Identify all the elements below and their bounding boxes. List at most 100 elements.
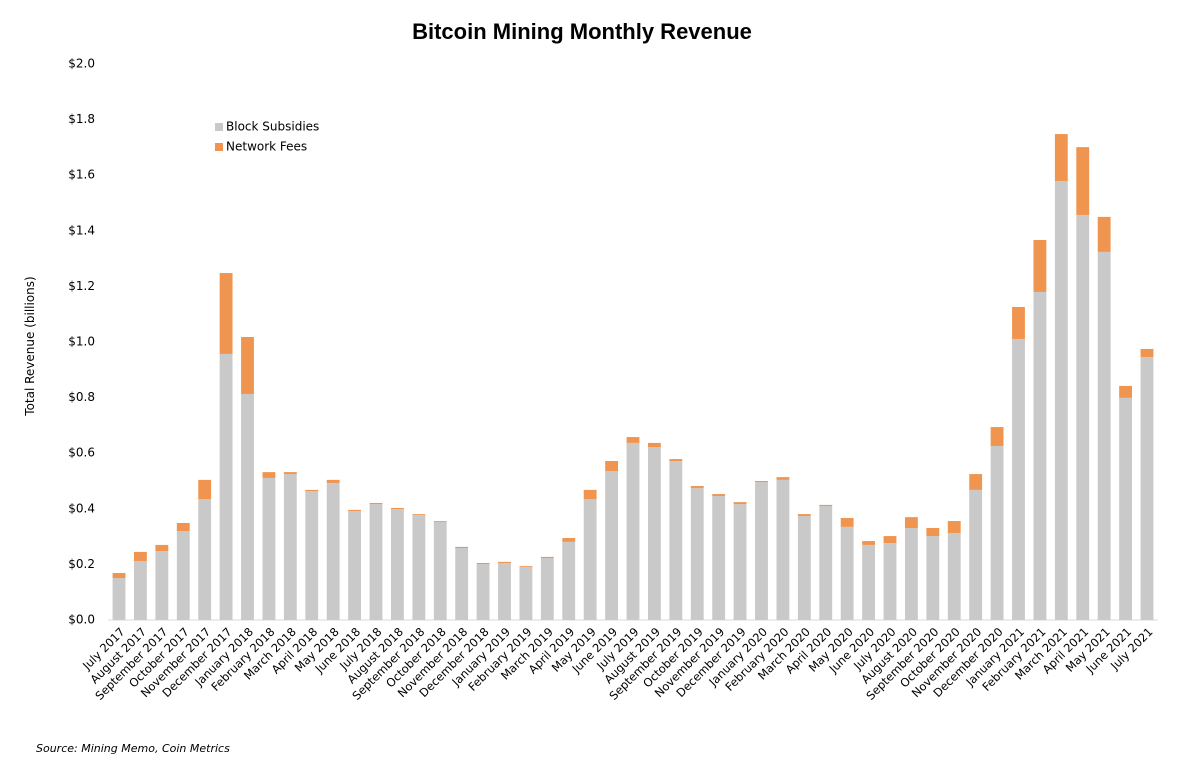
bar-segment	[1012, 338, 1025, 620]
bar-segment	[498, 561, 511, 564]
bar-segment	[605, 470, 619, 620]
bar-segment	[176, 531, 190, 620]
bar-segment	[1054, 134, 1068, 182]
bar-segment	[1076, 214, 1090, 621]
bar-segment	[1097, 251, 1111, 621]
bar-segment	[155, 551, 169, 620]
bar-segment	[1140, 348, 1154, 358]
bar-segment	[369, 502, 383, 505]
bar-segment	[1012, 306, 1025, 339]
bar-segment	[219, 353, 233, 620]
bar-segment	[712, 494, 726, 497]
bar-segment	[390, 509, 404, 620]
legend-swatch	[215, 123, 223, 131]
bar-segment	[433, 521, 447, 620]
bar-segment	[326, 482, 340, 620]
bar-segment	[540, 558, 554, 620]
bar-segment	[455, 547, 469, 620]
bar-segment	[133, 551, 147, 562]
source-note: Source: Mining Memo, Coin Metrics	[36, 742, 230, 755]
bar-segment	[626, 442, 640, 620]
bar-segment	[540, 556, 554, 559]
bar-segment	[176, 522, 190, 532]
bar-segment	[1119, 397, 1133, 620]
bar-segment	[819, 506, 833, 620]
y-tick-label: $0.8	[68, 390, 95, 404]
bar-segment	[1097, 216, 1111, 252]
bar-segment	[1119, 385, 1133, 398]
bar-segment	[690, 486, 704, 488]
bar-segment	[562, 537, 576, 542]
y-tick-label: $1.6	[68, 168, 95, 182]
bar-segment	[819, 504, 833, 507]
bar-segment	[112, 578, 126, 620]
y-tick-label: $0.4	[68, 501, 95, 515]
bar-segment	[797, 516, 811, 620]
bar-segment	[883, 536, 897, 543]
bar-segment	[112, 573, 126, 579]
bar-segment	[412, 514, 426, 515]
bar-segment	[626, 437, 640, 443]
bar-segment	[990, 427, 1004, 446]
legend-label: Network Fees	[226, 140, 307, 154]
y-tick-label: $0.6	[68, 446, 95, 460]
bar-segment	[862, 544, 876, 620]
bar-segment	[412, 514, 426, 620]
bar-segment	[455, 546, 469, 548]
bar-segment	[262, 477, 276, 620]
bar-segment	[926, 527, 940, 537]
bar-segment	[926, 536, 940, 620]
bar-segment	[669, 459, 683, 461]
y-axis-title: Total Revenue (billions)	[23, 276, 37, 416]
bar-segment	[283, 472, 297, 475]
bar-segment	[755, 481, 768, 483]
bar-segment	[840, 526, 854, 620]
bar-segment	[476, 563, 490, 565]
y-tick-label: $2.0	[68, 57, 95, 71]
bar-segment	[348, 511, 362, 620]
bar-segment	[1033, 291, 1047, 620]
bar-segment	[776, 479, 790, 620]
bar-segment	[904, 517, 918, 528]
bar-segment	[305, 491, 319, 620]
bar-segment	[498, 563, 511, 620]
y-tick-label: $1.4	[68, 223, 95, 237]
bar-segment	[198, 479, 212, 500]
bar-segment	[133, 561, 147, 620]
bar-segment	[647, 447, 661, 620]
bar-segment	[733, 502, 747, 505]
bar-segment	[840, 517, 854, 527]
bar-segment	[733, 504, 747, 620]
bar-segment	[947, 521, 961, 533]
bar-segment	[797, 514, 811, 517]
legend-swatch	[215, 143, 223, 151]
bar-segment	[883, 542, 897, 620]
bar-segment	[283, 474, 297, 620]
y-tick-label: $1.8	[68, 112, 95, 126]
bar-segment	[969, 474, 983, 490]
bar-segment	[519, 566, 533, 620]
bar-segment	[155, 544, 169, 552]
bar-segment	[305, 489, 319, 492]
bar-segment	[1076, 147, 1090, 215]
bar-segment	[755, 482, 768, 620]
bar-segment	[326, 479, 340, 483]
bar-segment	[583, 489, 597, 500]
bar-segment	[947, 532, 961, 620]
bar-segment	[690, 487, 704, 620]
bar-segment	[262, 472, 276, 478]
bar-segment	[562, 541, 576, 620]
bar-segment	[583, 499, 597, 620]
y-tick-label: $0.2	[68, 557, 95, 571]
bar-segment	[241, 393, 254, 620]
bar-segment	[776, 477, 790, 480]
bar-segment	[1054, 181, 1068, 620]
y-tick-label: $1.0	[68, 335, 95, 349]
bar-segment	[1140, 357, 1154, 620]
chart-title: Bitcoin Mining Monthly Revenue	[412, 19, 752, 44]
bar-segment	[862, 541, 876, 545]
bar-segment	[990, 445, 1004, 620]
y-tick-label: $1.2	[68, 279, 95, 293]
bar-segment	[969, 489, 983, 620]
